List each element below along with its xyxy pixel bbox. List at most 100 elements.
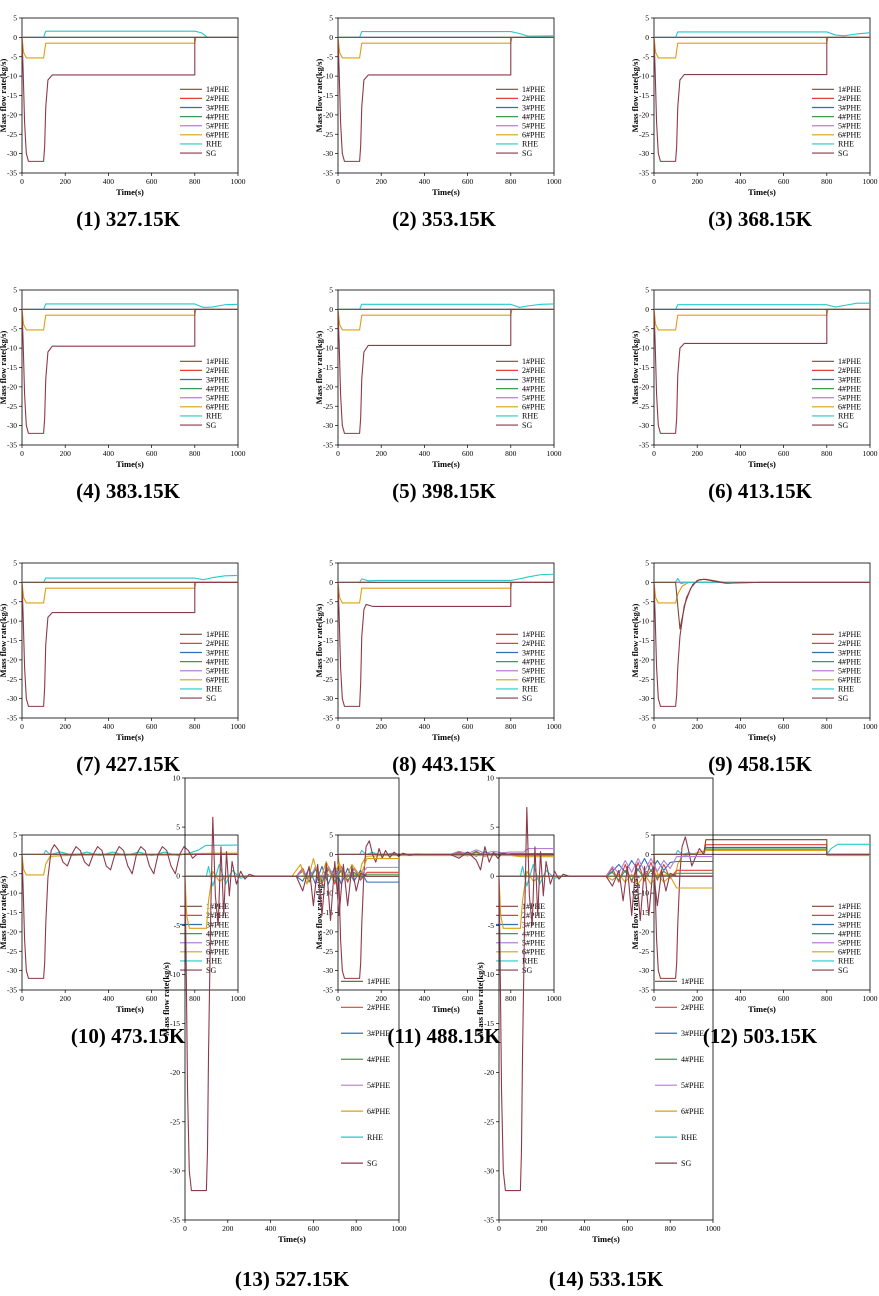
legend-label: 3#PHE (838, 648, 861, 657)
panel-caption: (9) 458.15K (708, 752, 812, 776)
legend-label: 3#PHE (206, 103, 229, 112)
y-tick-label: -5 (643, 869, 649, 878)
x-tick-label: 0 (20, 449, 24, 458)
x-tick-label: 0 (652, 449, 656, 458)
x-tick-label: 400 (103, 449, 115, 458)
x-tick-label: 800 (505, 449, 517, 458)
y-tick-label: 5 (13, 559, 17, 568)
x-tick-label: 0 (183, 1224, 187, 1233)
y-tick-label: -25 (7, 675, 17, 684)
legend-label: 4#PHE (681, 1055, 704, 1064)
y-tick-label: -30 (484, 1166, 494, 1175)
y-tick-label: -15 (323, 363, 333, 372)
legend-label: 3#PHE (838, 103, 861, 112)
y-tick-label: 0 (329, 578, 333, 587)
y-tick-label: -15 (639, 91, 649, 100)
y-tick-label: 5 (645, 831, 649, 840)
legend-label: 3#PHE (367, 1029, 390, 1038)
x-axis-label: Time(s) (748, 187, 776, 197)
series-line-6-phe (338, 581, 554, 604)
x-tick-label: 400 (265, 1224, 277, 1233)
y-tick-label: -30 (7, 694, 17, 703)
legend-label: RHE (522, 957, 538, 966)
x-tick-label: 800 (351, 1224, 363, 1233)
y-tick-label: 0 (13, 578, 17, 587)
x-tick-label: 1000 (231, 177, 246, 186)
plot-frame (498, 777, 714, 1221)
y-axis-label: Mass flow rate(kg/s) (0, 59, 8, 133)
legend-label: 2#PHE (838, 94, 861, 103)
panel-caption: (12) 503.15K (703, 1024, 818, 1048)
y-tick-label: -15 (323, 91, 333, 100)
series-line-6-phe (338, 854, 554, 876)
panel-caption: (10) 473.15K (71, 1024, 186, 1048)
chart-panel: 0 200 400 600 800 1000 5 0 -5 -10 -15 -20 -25 -30 -35 T… (630, 831, 878, 1049)
legend-label: 4#PHE (522, 929, 545, 938)
legend-label: 1#PHE (206, 630, 229, 639)
legend-label: 5#PHE (838, 667, 861, 676)
y-tick-label: 0 (645, 305, 649, 314)
y-axis-label: Mass flow rate(kg/s) (314, 604, 324, 678)
x-tick-label: 800 (505, 994, 517, 1003)
series-line-6-phe (338, 308, 554, 331)
legend-label: SG (206, 149, 216, 158)
y-tick-label: -35 (7, 169, 17, 178)
series-line-sg (654, 36, 870, 162)
x-axis-label: Time(s) (116, 1004, 144, 1014)
series-line-rhe (22, 844, 238, 857)
y-axis-label: Mass flow rate(kg/s) (630, 876, 640, 950)
y-tick-label: -15 (639, 636, 649, 645)
y-tick-label: -30 (323, 966, 333, 975)
x-axis-label: Time(s) (432, 459, 460, 469)
legend-label: 1#PHE (838, 357, 861, 366)
y-tick-label: 5 (329, 286, 333, 295)
legend-label: SG (838, 694, 848, 703)
y-axis-label: Mass flow rate(kg/s) (161, 962, 171, 1036)
legend-label: RHE (206, 412, 222, 421)
legend-label: 4#PHE (838, 112, 861, 121)
series-line-1-phe (654, 578, 870, 630)
y-tick-label: 5 (645, 559, 649, 568)
y-tick-label: -25 (7, 130, 17, 139)
x-tick-label: 400 (735, 177, 747, 186)
legend-label: 2#PHE (522, 366, 545, 375)
y-tick-label: -20 (7, 382, 17, 391)
y-tick-label: -25 (170, 1117, 180, 1126)
chart-panel: 0 200 400 600 800 1000 5 0 -5 -10 -15 -20 -25 -30 -35 T… (314, 14, 562, 232)
legend-label: 5#PHE (838, 394, 861, 403)
x-tick-label: 600 (462, 722, 474, 731)
legend-label: 6#PHE (206, 676, 229, 685)
legend-label: SG (681, 1159, 691, 1168)
x-tick-label: 600 (462, 177, 474, 186)
legend-label: 6#PHE (838, 948, 861, 957)
y-tick-label: -20 (639, 382, 649, 391)
y-tick-label: -35 (323, 169, 333, 178)
legend-label: RHE (681, 1133, 697, 1142)
legend-label: 1#PHE (206, 85, 229, 94)
legend-label: 5#PHE (838, 122, 861, 131)
panel-caption: (2) 353.15K (392, 207, 496, 231)
x-tick-label: 200 (376, 722, 388, 731)
panel-caption: (3) 368.15K (708, 207, 812, 231)
chart-panel: 0 200 400 600 800 1000 5 0 -5 -10 -15 -20 -25 -30 -35 T… (314, 286, 562, 504)
x-axis-label: Time(s) (116, 459, 144, 469)
series-line-rhe (22, 30, 238, 38)
y-tick-label: -25 (639, 130, 649, 139)
legend-label: SG (367, 1159, 377, 1168)
legend-label: 5#PHE (206, 122, 229, 131)
series-line-sg (22, 581, 238, 707)
y-tick-label: -25 (484, 1117, 494, 1126)
series-line-6-phe (654, 308, 870, 331)
y-tick-label: 5 (13, 14, 17, 23)
x-tick-label: 600 (778, 449, 790, 458)
y-tick-label: -30 (323, 421, 333, 430)
legend-label: 4#PHE (838, 657, 861, 666)
y-tick-label: 0 (13, 33, 17, 42)
legend-label: 2#PHE (522, 911, 545, 920)
y-tick-label: 5 (329, 559, 333, 568)
series-line-sg (185, 816, 399, 1192)
x-tick-label: 400 (735, 722, 747, 731)
y-tick-label: -10 (7, 889, 17, 898)
legend-label: SG (838, 421, 848, 430)
y-tick-label: -15 (639, 908, 649, 917)
